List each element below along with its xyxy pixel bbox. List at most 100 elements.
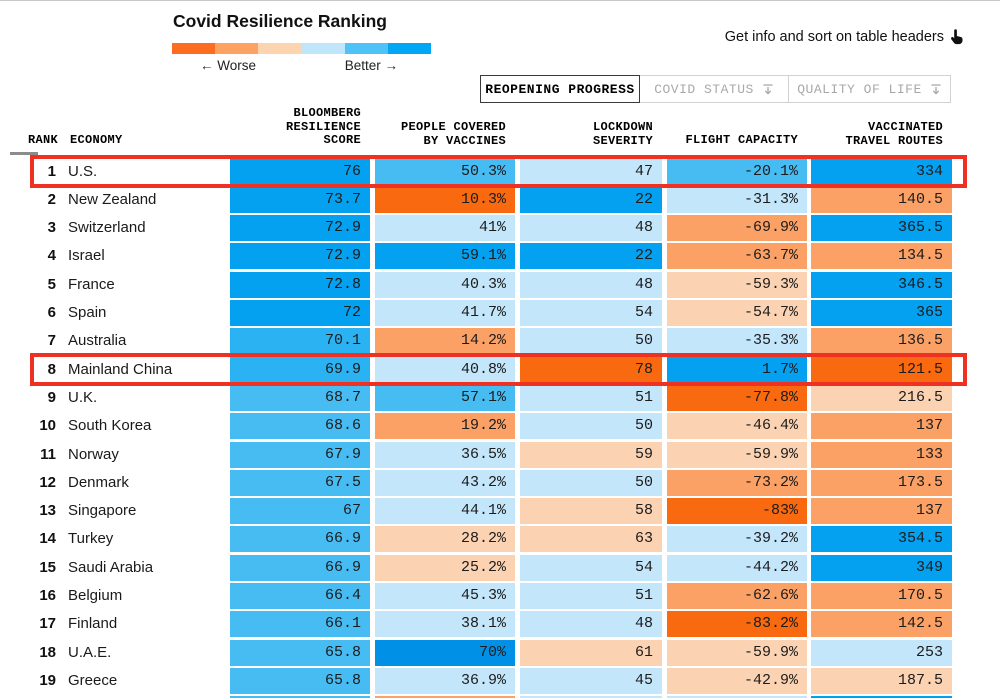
value-cell bbox=[230, 696, 370, 698]
header-line: TRAVEL ROUTES bbox=[845, 133, 943, 148]
table-row bbox=[0, 695, 1000, 698]
value-cell: 38.1% bbox=[375, 611, 515, 638]
value-cell: 58 bbox=[520, 498, 662, 525]
column-header-vaccines[interactable]: PEOPLE COVERED BY VACCINES bbox=[340, 120, 506, 148]
legend-swatch bbox=[387, 43, 432, 54]
header-line: RESILIENCE bbox=[285, 119, 361, 134]
header-line: BY VACCINES bbox=[423, 133, 506, 148]
value-cell: 170.5 bbox=[811, 583, 952, 609]
value-cell: -63.7% bbox=[667, 243, 807, 270]
legend-better-label: Better → bbox=[344, 58, 398, 73]
rank-cell: 13 bbox=[39, 502, 56, 520]
economy-name: U.S. bbox=[68, 162, 98, 180]
table-row: 15 Saudi Arabia 66.9 25.2% 54 -44.2% 349 bbox=[0, 553, 1000, 581]
rank-cell: 5 bbox=[47, 275, 56, 293]
table-row: 5 France 72.8 40.3% 48 -59.3% 346.5 bbox=[0, 270, 1000, 298]
value-cell: 365.5 bbox=[811, 215, 952, 242]
value-cell: 134.5 bbox=[811, 243, 952, 270]
economy-name: U.A.E. bbox=[68, 643, 112, 661]
economy-name: Switzerland bbox=[68, 219, 146, 237]
info-hint: Get info and sort on table headers bbox=[725, 29, 963, 45]
tab-reopening-progress[interactable]: REOPENING PROGRESS bbox=[480, 75, 640, 103]
rank-cell: 4 bbox=[47, 247, 56, 265]
value-cell: 346.5 bbox=[811, 271, 952, 298]
rank-cell: 10 bbox=[39, 417, 56, 435]
value-cell: 66.4 bbox=[230, 583, 370, 609]
table-row: 17 Finland 66.1 38.1% 48 -83.2% 142.5 bbox=[0, 610, 1000, 638]
economy-name: France bbox=[68, 275, 115, 293]
table-row: 13 Singapore 67 44.1% 58 -83% 137 bbox=[0, 497, 1000, 525]
table-row: 14 Turkey 66.9 28.2% 63 -39.2% 354.5 bbox=[0, 525, 1000, 553]
value-cell: 70% bbox=[375, 639, 515, 666]
economy-name: Norway bbox=[68, 445, 119, 463]
economy-name: Singapore bbox=[68, 502, 137, 520]
value-cell: -54.7% bbox=[667, 300, 807, 326]
value-cell: 67 bbox=[230, 498, 370, 525]
value-cell: 73.7 bbox=[230, 186, 370, 213]
column-header-rank[interactable]: RANK bbox=[28, 133, 59, 147]
value-cell: 51 bbox=[520, 583, 662, 609]
value-cell: 137 bbox=[811, 413, 952, 440]
value-cell: 68.7 bbox=[230, 384, 370, 411]
rank-cell: 16 bbox=[39, 587, 56, 604]
tab-quality-of-life[interactable]: QUALITY OF LIFE bbox=[788, 75, 951, 103]
value-cell: 10.3% bbox=[375, 186, 515, 213]
value-cell: 57.1% bbox=[375, 384, 515, 411]
page-title: Covid Resilience Ranking bbox=[173, 11, 387, 31]
legend-swatch bbox=[172, 43, 216, 54]
column-header-score[interactable]: BLOOMBERG RESILIENCE SCORE bbox=[200, 106, 361, 148]
value-cell: 65.8 bbox=[230, 667, 370, 694]
table-row: 6 Spain 72 41.7% 54 -54.7% 365 bbox=[0, 299, 1000, 327]
table-row: 1 U.S. 76 50.3% 47 -20.1% 334 bbox=[0, 157, 1000, 185]
tab-label: QUALITY OF LIFE bbox=[797, 81, 922, 97]
value-cell: -39.2% bbox=[667, 526, 807, 553]
table-row: 16 Belgium 66.4 45.3% 51 -62.6% 170.5 bbox=[0, 582, 1000, 610]
value-cell: 67.9 bbox=[230, 441, 370, 468]
rank-cell: 2 bbox=[47, 190, 56, 208]
legend-swatch bbox=[215, 43, 259, 54]
value-cell: -59.9% bbox=[667, 441, 807, 468]
value-cell: 133 bbox=[811, 441, 952, 468]
pointer-hand-icon bbox=[950, 29, 963, 45]
value-cell: 140.5 bbox=[811, 186, 952, 213]
table-row: 12 Denmark 67.5 43.2% 50 -73.2% 173.5 bbox=[0, 468, 1000, 496]
value-cell: 28.2% bbox=[375, 526, 515, 553]
value-cell: 50 bbox=[520, 328, 662, 355]
economy-name: South Korea bbox=[68, 417, 152, 435]
value-cell: 59.1% bbox=[375, 243, 515, 270]
value-cell: 41.7% bbox=[375, 300, 515, 326]
table-row: 11 Norway 67.9 36.5% 59 -59.9% 133 bbox=[0, 440, 1000, 468]
column-header-flight[interactable]: FLIGHT CAPACITY bbox=[640, 133, 798, 148]
table-row: 10 South Korea 68.6 19.2% 50 -46.4% 137 bbox=[0, 412, 1000, 440]
value-cell: 72.8 bbox=[230, 271, 370, 298]
value-cell: 67.5 bbox=[230, 469, 370, 496]
rank-cell: 7 bbox=[47, 332, 56, 350]
value-cell: 45 bbox=[520, 667, 662, 694]
value-cell: -44.2% bbox=[667, 554, 807, 581]
rank-cell: 15 bbox=[39, 558, 56, 576]
sort-icon bbox=[762, 83, 774, 95]
value-cell: 142.5 bbox=[811, 611, 952, 638]
rank-cell: 12 bbox=[39, 473, 56, 491]
economy-name: Greece bbox=[68, 671, 118, 689]
value-cell: 66.9 bbox=[230, 554, 370, 581]
value-cell: 173.5 bbox=[811, 469, 952, 496]
value-cell: 19.2% bbox=[375, 413, 515, 440]
value-cell: -42.9% bbox=[667, 667, 807, 694]
column-header-economy[interactable]: ECONOMY bbox=[70, 133, 123, 147]
header-line: VACCINATED bbox=[867, 120, 943, 134]
table-row: 4 Israel 72.9 59.1% 22 -63.7% 134.5 bbox=[0, 242, 1000, 270]
economy-name: U.K. bbox=[68, 388, 98, 406]
top-divider bbox=[0, 0, 1000, 1]
value-cell: 65.8 bbox=[230, 639, 370, 666]
rank-cell: 8 bbox=[47, 360, 56, 378]
tab-covid-status[interactable]: COVID STATUS bbox=[639, 75, 789, 103]
value-cell: -83.2% bbox=[667, 611, 807, 638]
column-header-routes[interactable]: VACCINATED TRAVEL ROUTES bbox=[780, 120, 943, 148]
column-header-lockdown[interactable]: LOCKDOWN SEVERITY bbox=[520, 120, 653, 148]
legend-labels: ← Worse Better → bbox=[172, 58, 431, 73]
value-cell: 45.3% bbox=[375, 583, 515, 609]
value-cell: 68.6 bbox=[230, 413, 370, 440]
value-cell: 41% bbox=[375, 215, 515, 242]
